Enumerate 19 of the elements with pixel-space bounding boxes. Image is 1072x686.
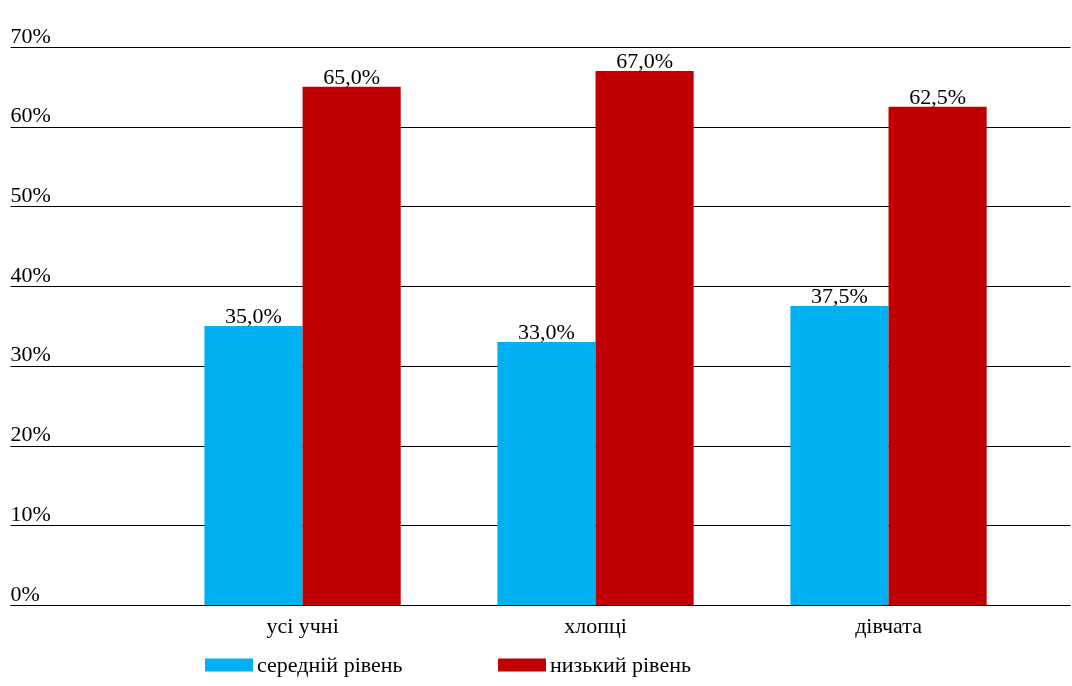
y-tick-label: 60% [10,102,51,128]
legend-label: низький рівень [550,652,691,677]
y-tick-label: 0% [10,580,40,606]
data-label: 35,0% [225,303,282,328]
data-label: 67,0% [616,47,674,73]
y-tick-label: 70% [10,22,51,48]
data-label: 37,5% [811,283,868,309]
legend-label: середній рівень [257,652,403,677]
x-tick-label: дівчата [855,612,923,638]
y-tick-label: 20% [10,421,51,447]
data-label: 62,5% [909,83,967,109]
y-tick-label: 10% [10,500,51,526]
data-label: 33,0% [518,318,575,344]
x-tick-label: усі учні [266,612,339,638]
y-tick-label: 40% [10,261,51,287]
data-label: 65,0% [323,63,381,89]
y-tick-label: 50% [10,181,51,207]
x-tick-label: хлопці [564,612,627,638]
y-tick-label: 30% [10,341,51,367]
